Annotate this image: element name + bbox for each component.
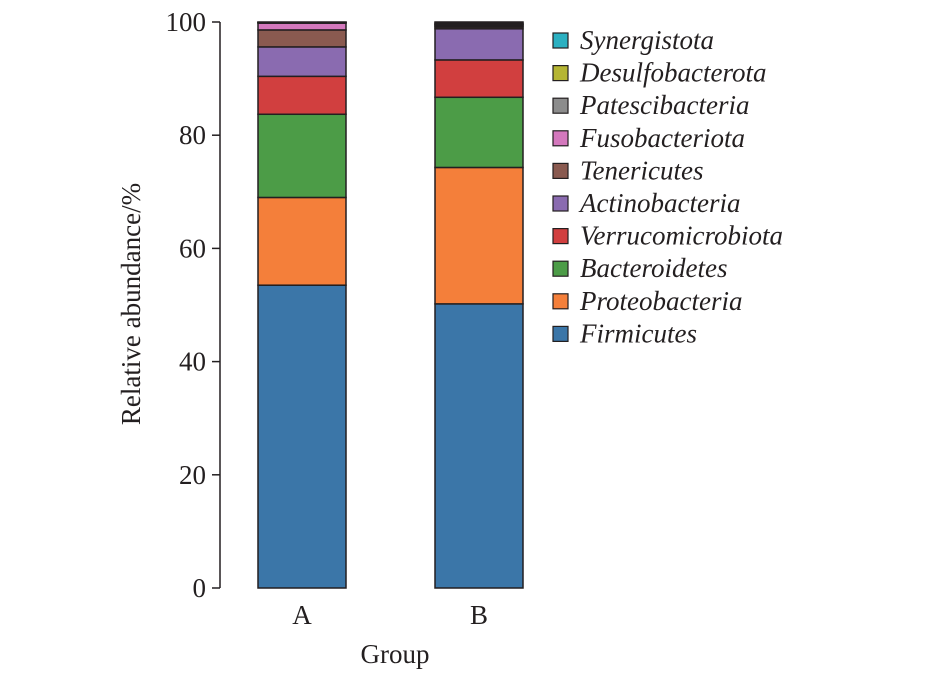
x-axis-title: Group [361, 639, 430, 669]
y-tick-label: 60 [179, 233, 206, 263]
legend-label: Desulfobacterota [579, 58, 766, 88]
plot-area [257, 21, 524, 589]
legend-item-synergistota: Synergistota [552, 25, 714, 55]
legend-label: Synergistota [580, 25, 714, 55]
bar-segment-tenericutes-A [257, 29, 347, 48]
legend-item-patescibacteria: Patescibacteria [552, 90, 749, 120]
legend-label: Tenericutes [580, 155, 704, 185]
legend-item-tenericutes: Tenericutes [552, 155, 704, 185]
legend-swatch [552, 32, 569, 49]
x-tick-label: B [470, 600, 488, 630]
legend-swatch [552, 293, 569, 310]
bar-segment-actinobacteria-B [434, 28, 524, 61]
legend-label: Fusobacteriota [579, 123, 745, 153]
legend-swatch [552, 228, 569, 245]
legend-swatch [552, 260, 569, 277]
y-tick-label: 100 [166, 7, 207, 37]
legend-label: Patescibacteria [579, 90, 749, 120]
legend-item-verrucomicrobiota: Verrucomicrobiota [552, 221, 783, 251]
legend-swatch [552, 97, 569, 114]
legend-label: Bacteroidetes [580, 253, 727, 283]
legend-item-desulfobacterota: Desulfobacterota [552, 58, 766, 88]
legend-item-firmicutes: Firmicutes [552, 318, 697, 348]
legend-swatch [552, 195, 569, 212]
legend-item-proteobacteria: Proteobacteria [552, 286, 742, 316]
legend-swatch [552, 130, 569, 147]
y-tick-label: 0 [193, 573, 207, 603]
bar-segment-firmicutes-B [434, 303, 524, 589]
legend-swatch [552, 325, 569, 342]
y-axis: 0 20 40 60 80 100 [166, 7, 221, 603]
bar-segment-other-B [434, 21, 524, 24]
y-tick-label: 20 [179, 460, 206, 490]
legend-swatch [552, 64, 569, 82]
legend-label: Firmicutes [579, 318, 697, 348]
bar-stack-B [434, 21, 524, 589]
legend-label: Proteobacteria [579, 286, 742, 316]
bar-segment-bacteroidetes-B [434, 96, 524, 169]
bar-segment-fusobacteriota-A [257, 22, 347, 31]
legend-item-actinobacteria: Actinobacteria [552, 188, 740, 218]
x-tick-label: A [292, 600, 312, 630]
legend-swatch [552, 162, 569, 179]
bar-stack-A [257, 21, 347, 589]
legend-label: Verrucomicrobiota [580, 221, 783, 251]
y-axis-title: Relative abundance/% [116, 183, 146, 425]
bar-segment-proteobacteria-B [434, 166, 524, 305]
legend-label: Actinobacteria [578, 188, 740, 218]
bar-segment-firmicutes-A [257, 284, 347, 589]
y-tick-label: 40 [179, 347, 206, 377]
bar-segment-proteobacteria-A [257, 196, 347, 286]
bar-segment-verrucomicrobiota-B [434, 59, 524, 99]
y-tick-label: 80 [179, 120, 206, 150]
legend-item-fusobacteriota: Fusobacteriota [552, 123, 745, 153]
bar-segment-bacteroidetes-A [257, 113, 347, 199]
legend-item-bacteroidetes: Bacteroidetes [552, 253, 727, 283]
legend: SynergistotaDesulfobacterotaPatescibacte… [552, 25, 783, 348]
bar-segment-actinobacteria-A [257, 46, 347, 78]
bar-segment-verrucomicrobiota-A [257, 75, 347, 116]
